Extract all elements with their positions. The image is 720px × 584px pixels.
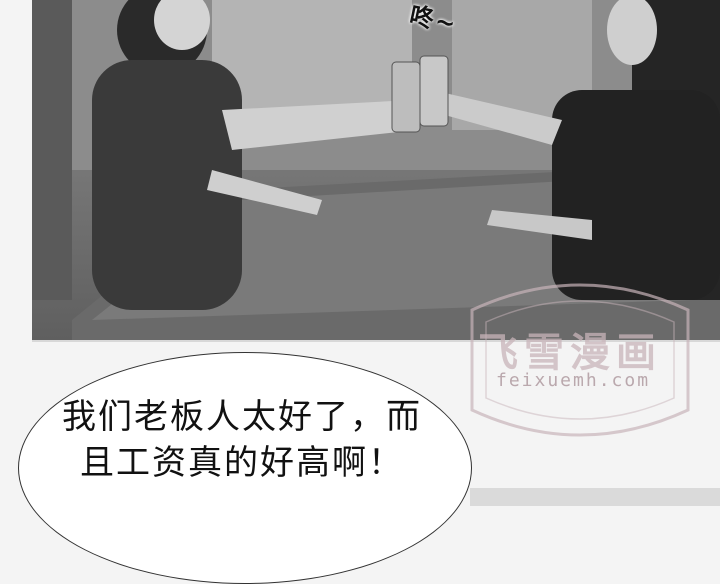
beer-can-right [419,55,449,127]
left-person-face [154,0,210,50]
left-person-body [92,60,242,310]
speech-bubble-text: 我们老板人太好了，而且工资真的好高啊！ [62,397,422,483]
right-person-arm [427,90,562,145]
watermark-frame [470,283,690,437]
watermark-logo: 飞雪漫画 [478,330,662,376]
left-person-arm [222,100,417,150]
watermark-url: feixuemh.com [496,370,651,391]
cafe-scene [32,0,720,340]
right-person-face [607,0,657,65]
beer-can-left [391,61,421,133]
photo-panel: 咚~ [32,0,720,342]
right-person-shirt [552,90,720,300]
next-panel-edge [470,488,720,506]
